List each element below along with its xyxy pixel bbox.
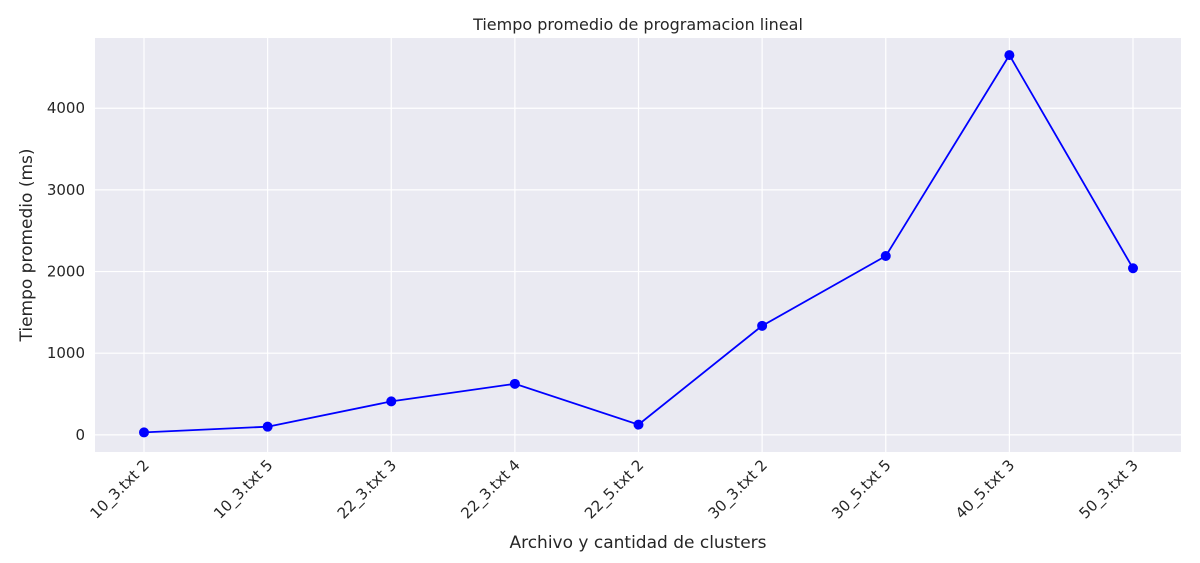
y-tick-label: 4000 xyxy=(47,99,85,117)
x-tick-label: 22_3.txt 3 xyxy=(334,456,401,523)
y-tick-labels: 0 1000 2000 3000 4000 xyxy=(47,99,85,444)
x-tick-label: 30_5.txt 5 xyxy=(828,456,895,523)
y-tick-label: 0 xyxy=(75,426,85,444)
data-point xyxy=(757,320,768,331)
data-points xyxy=(139,50,1138,438)
x-axis-label: Archivo y cantidad de clusters xyxy=(509,533,766,553)
data-point xyxy=(1128,263,1138,274)
data-point xyxy=(633,419,644,430)
x-tick-label: 40_5.txt 3 xyxy=(952,456,1019,523)
x-tick-label: 22_5.txt 2 xyxy=(581,456,648,523)
data-point xyxy=(509,378,520,389)
data-point xyxy=(880,251,891,262)
y-tick-label: 3000 xyxy=(47,181,85,199)
grid-lines xyxy=(95,38,1181,452)
data-point xyxy=(262,421,273,432)
data-point xyxy=(386,396,397,407)
x-tick-label: 22_3.txt 4 xyxy=(457,456,524,523)
x-tick-labels: 10_3.txt 2 10_3.txt 5 22_3.txt 3 22_3.txt 4… xyxy=(86,456,1142,523)
data-point xyxy=(139,427,149,438)
x-tick-label: 50_3.txt 3 xyxy=(1075,456,1142,523)
chart-title: Tiempo promedio de programacion lineal xyxy=(472,15,803,34)
data-point xyxy=(1004,50,1015,61)
y-tick-label: 1000 xyxy=(47,344,85,362)
x-tick-label: 10_3.txt 5 xyxy=(210,456,277,523)
x-tick-label: 10_3.txt 2 xyxy=(86,456,153,523)
y-tick-label: 2000 xyxy=(47,263,85,281)
x-tick-label: 30_3.txt 2 xyxy=(705,456,772,523)
y-axis-label: Tiempo promedio (ms) xyxy=(17,148,37,342)
